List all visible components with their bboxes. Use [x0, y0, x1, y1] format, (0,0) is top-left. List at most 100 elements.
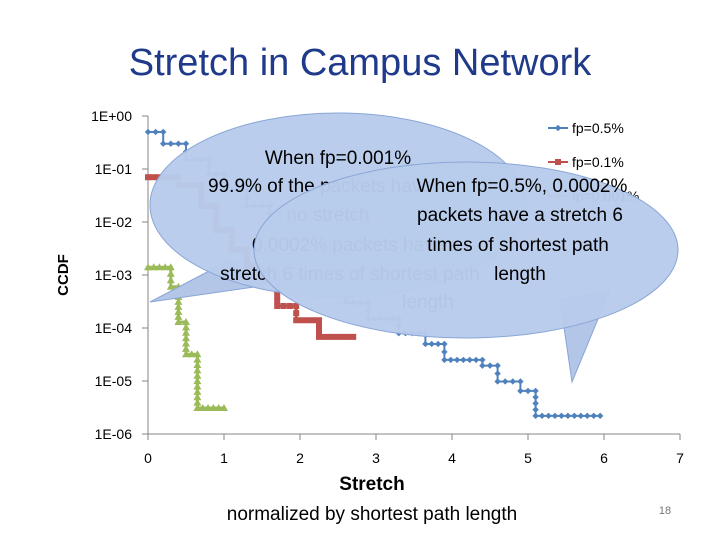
callout-line: packets have a stretch 6: [417, 205, 623, 226]
data-point: [193, 360, 202, 368]
legend-marker: [555, 159, 561, 165]
data-point: [166, 269, 175, 277]
data-point: [532, 393, 539, 401]
data-point: [460, 356, 467, 364]
data-point: [209, 403, 218, 411]
data-point: [193, 377, 202, 385]
data-point: [316, 328, 322, 335]
data-point: [182, 317, 190, 325]
data-point: [577, 412, 585, 420]
y-tick-label: 1E-02: [95, 214, 133, 230]
data-point: [193, 387, 202, 395]
data-point: [182, 323, 190, 331]
data-point: [174, 307, 183, 315]
data-point: [193, 371, 202, 379]
data-point: [160, 128, 167, 136]
y-axis-title: CCDF: [55, 254, 72, 296]
data-point: [166, 282, 175, 290]
data-point: [532, 400, 539, 407]
data-point: [524, 387, 532, 395]
data-point: [182, 339, 190, 347]
x-tick-label: 7: [676, 450, 684, 466]
data-point: [344, 333, 351, 340]
data-point: [182, 328, 190, 336]
data-point: [193, 350, 202, 358]
data-point: [174, 312, 183, 320]
data-point: [155, 174, 162, 181]
callout-line: times of shortest path: [427, 235, 609, 256]
data-point: [152, 128, 159, 136]
data-point: [193, 403, 202, 411]
data-point: [316, 322, 322, 329]
legend-label: fp=0.5%: [572, 120, 624, 136]
callouts: When fp=0.001%99.9% of the packets haven…: [149, 112, 679, 384]
data-point: [532, 406, 539, 413]
data-point: [517, 387, 524, 395]
data-point: [590, 412, 597, 420]
x-tick-label: 5: [524, 450, 532, 466]
data-point: [316, 317, 322, 324]
data-point: [597, 412, 604, 420]
data-point: [517, 378, 524, 385]
data-point: [274, 292, 281, 299]
x-tick-label: 2: [296, 450, 304, 466]
data-point: [304, 317, 311, 324]
data-point: [161, 263, 170, 271]
data-point: [293, 317, 300, 324]
data-point: [509, 378, 516, 385]
y-tick-label: 1E-04: [95, 320, 133, 336]
data-point: [280, 303, 287, 310]
data-point: [182, 350, 190, 358]
data-point: [545, 412, 552, 420]
x-tick-label: 4: [448, 450, 456, 466]
data-point: [453, 356, 461, 364]
data-point: [441, 340, 448, 348]
data-point: [479, 362, 486, 369]
data-point: [175, 140, 182, 147]
data-point: [333, 333, 340, 340]
data-point: [150, 174, 157, 181]
data-point: [174, 302, 183, 310]
data-point: [182, 140, 190, 147]
data-point: [193, 393, 202, 401]
y-tick-label: 1E-03: [95, 267, 133, 283]
data-point: [472, 356, 480, 364]
data-point: [204, 403, 213, 411]
data-point: [274, 297, 281, 304]
chart-axes: 1E+00 1E-01 1E-02 1E-03 1E-04 1E-05 1E-06 0 1 2 3 4…: [55, 108, 684, 525]
data-point: [293, 310, 300, 317]
x-tick-label: 6: [600, 450, 608, 466]
data-point: [466, 356, 473, 364]
data-point: [571, 412, 578, 420]
data-point: [274, 303, 281, 310]
data-point: [338, 333, 345, 340]
data-point: [551, 412, 559, 420]
callout-line: length: [494, 264, 546, 285]
data-point: [494, 378, 501, 385]
data-point: [327, 333, 334, 340]
x-tick-label: 3: [372, 450, 380, 466]
legend-label: fp=0.1%: [572, 154, 624, 170]
data-point: [198, 403, 207, 411]
x-tick-label: 1: [220, 450, 228, 466]
legend-marker: [554, 124, 562, 132]
data-point: [532, 412, 539, 420]
data-point: [441, 356, 448, 364]
data-point: [447, 356, 454, 364]
slide-title: Stretch in Campus Network: [128, 42, 592, 84]
data-point: [182, 344, 190, 352]
data-point: [502, 378, 509, 385]
data-point: [193, 366, 202, 374]
data-point: [310, 317, 317, 324]
data-point: [144, 128, 152, 136]
x-axis-subtitle: normalized by shortest path length: [227, 504, 517, 525]
data-point: [149, 263, 158, 271]
data-point: [494, 362, 501, 369]
page-number: 18: [658, 505, 672, 517]
data-point: [187, 350, 196, 358]
data-point: [144, 263, 152, 271]
y-tick-label: 1E+00: [91, 108, 132, 124]
callout-line: When fp=0.001%: [265, 148, 411, 169]
